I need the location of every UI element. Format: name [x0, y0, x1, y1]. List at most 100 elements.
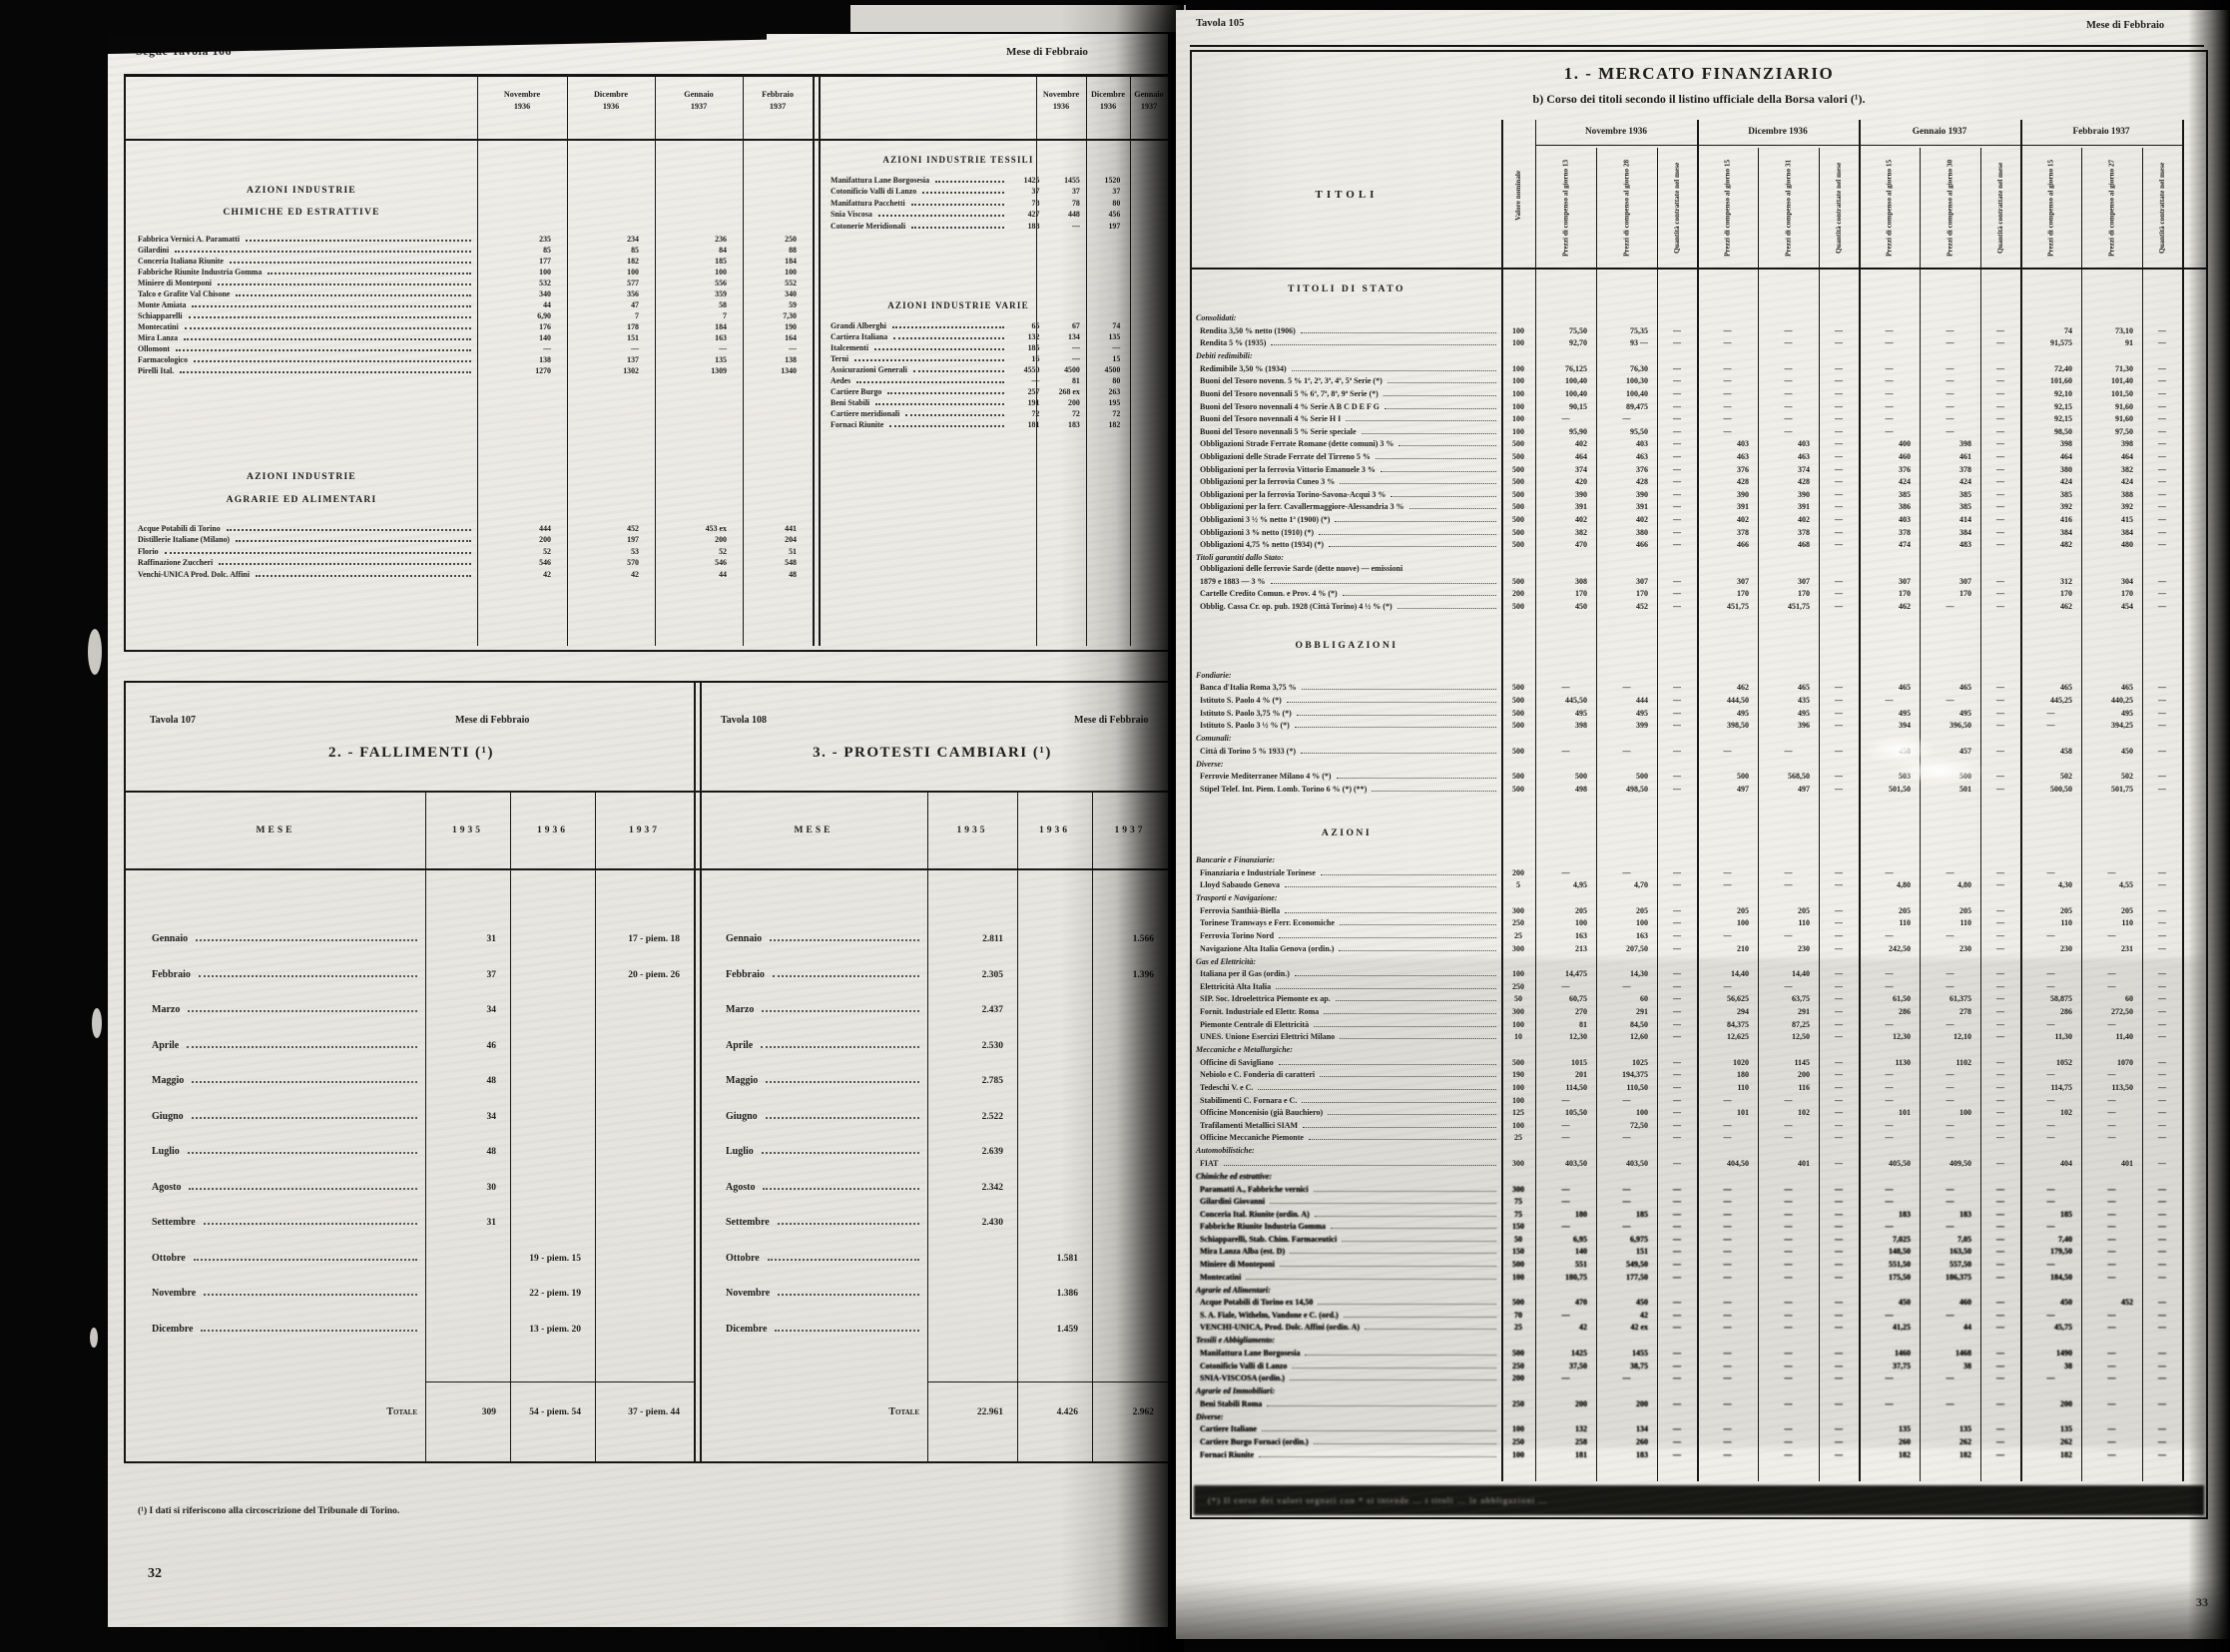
- cell-value: 151: [627, 333, 639, 342]
- cell-value: —: [2158, 1234, 2166, 1244]
- cell-value: —: [2046, 1222, 2055, 1232]
- row-label: Dicembre: [126, 1324, 425, 1335]
- cell-value: —: [2107, 1197, 2116, 1207]
- dot-leader: [175, 250, 471, 253]
- cell-value: 184: [715, 322, 727, 331]
- cell-value: 262: [1959, 1437, 1971, 1446]
- cell-value: 205: [1575, 905, 1587, 915]
- cell-value: 7,025: [1893, 1234, 1911, 1244]
- cell-value: 177,50: [1626, 1272, 1648, 1282]
- cell-value: 445,25: [2050, 696, 2072, 706]
- cell-value: —: [1835, 1158, 1843, 1168]
- cell-value: 340: [785, 289, 797, 298]
- row-label-text: Cartiere Burgo: [831, 387, 882, 397]
- cell-value: 185: [715, 257, 727, 266]
- cell-value: —: [1784, 426, 1793, 436]
- table-row: Ferrovie Mediterranee Milano 4 % (*) 500 5…: [1192, 769, 2206, 781]
- row-label-text: Ottobre: [152, 1252, 186, 1264]
- table-row: Venchi-UNICA Prod. Dolc. Affini 42 42 44 48: [126, 567, 813, 579]
- cell-value: —: [1946, 981, 1954, 991]
- cell-value: 114,50: [1565, 1082, 1587, 1092]
- cell-value: —: [2158, 576, 2166, 586]
- cell-value: —: [1835, 994, 1843, 1004]
- dot-leader: [767, 1258, 919, 1261]
- cell-value: 401: [2121, 1158, 2133, 1168]
- cell-value: 391: [1575, 502, 1587, 512]
- cell-value: 85: [543, 246, 551, 255]
- cell-value: 495: [1959, 708, 1971, 718]
- cell-value: —: [1784, 1234, 1793, 1244]
- row-label-text: Obbligazioni 3 ½ % netto 1ª (1900) (*): [1200, 514, 1331, 524]
- cell-value: —: [1561, 1222, 1570, 1232]
- cell-value: —: [2158, 464, 2166, 474]
- nominal-value: 250: [1512, 1361, 1524, 1371]
- cell-value: 1.581: [1056, 1253, 1078, 1264]
- cell-value: —: [2158, 696, 2166, 706]
- cell-value: 470: [1575, 1298, 1587, 1308]
- cell-value: 101,60: [2050, 376, 2072, 386]
- row-label: Buoni del Tesoro novennali 4 % Serie A B…: [1192, 402, 1501, 411]
- row-label: Istituto S. Paolo 3 ½ % (*): [1192, 721, 1501, 730]
- dot-leader: [180, 370, 471, 373]
- cell-value: —: [2107, 931, 2116, 940]
- cell-value: —: [1784, 1197, 1793, 1207]
- cell-value: —: [2046, 1184, 2055, 1194]
- row-label-text: Talco e Grafite Val Chisone: [138, 289, 231, 298]
- cell-value: —: [2046, 1019, 2055, 1029]
- cell-value: —: [1723, 1272, 1732, 1282]
- cell-value: 444: [1636, 696, 1648, 706]
- cell-value: —: [1673, 1234, 1681, 1244]
- cell-value: 12,50: [1792, 1032, 1810, 1042]
- nominal-value: 500: [1512, 601, 1524, 611]
- row-label-text: Ottobre: [726, 1252, 760, 1264]
- dot-leader: [193, 1258, 417, 1261]
- dot-leader: [765, 1116, 919, 1119]
- cell-value: —: [1723, 1222, 1732, 1232]
- cell-value: 61,50: [1893, 994, 1911, 1004]
- cell-value: —: [1885, 1095, 1894, 1105]
- cell-value: 48: [486, 1147, 497, 1157]
- cell-value: 190: [785, 322, 797, 331]
- cell-value: 392: [2060, 502, 2072, 512]
- cell-value: —: [1561, 1095, 1570, 1105]
- cell-value: —: [2158, 1133, 2166, 1143]
- cell-value: —: [2158, 514, 2166, 524]
- cell-value: —: [2158, 969, 2166, 979]
- dot-leader: [775, 1329, 919, 1332]
- cell-value: 58: [719, 300, 727, 309]
- table-row: Dicembre 13 - piem. 20: [126, 1321, 694, 1335]
- dot-leader: [1290, 1252, 1496, 1255]
- cell-value: —: [1784, 1120, 1793, 1130]
- cell-value: —: [1835, 1082, 1843, 1092]
- table-row: Cartiere Burgo 257 268 ex 263: [819, 385, 1168, 396]
- cell-value: 116: [1798, 1082, 1810, 1092]
- cell-value: 31: [486, 1218, 497, 1228]
- cell-value: —: [1723, 325, 1732, 335]
- nominal-value: 100: [1512, 338, 1524, 348]
- table-row: Maggio 2.785: [700, 1072, 1168, 1086]
- cell-value: 456: [1108, 210, 1121, 219]
- nominal-value: 25: [1514, 1323, 1522, 1333]
- cell-value: —: [1835, 969, 1843, 979]
- row-label: Ferrovia Santhià-Biella: [1192, 906, 1501, 915]
- cell-value: 376: [1737, 464, 1749, 474]
- cell-value: —: [1723, 1234, 1732, 1244]
- cell-value: —: [1996, 1247, 2004, 1257]
- cell-value: 1025: [1632, 1057, 1648, 1067]
- cell-value: 390: [1798, 489, 1810, 499]
- nominal-value: 100: [1512, 401, 1524, 411]
- cell-value: 444: [539, 523, 551, 533]
- table-row: Luglio 2.639: [700, 1143, 1168, 1157]
- row-label-text: Marzo: [726, 1004, 755, 1015]
- cell-value: —: [1723, 338, 1732, 348]
- row-label-text: Mira Lanza: [138, 333, 179, 342]
- cell-value: 37,75: [1893, 1361, 1911, 1371]
- row-label: Obbligazioni per la ferrovia Vittorio Em…: [1192, 465, 1501, 474]
- cell-value: 48: [486, 1076, 497, 1086]
- row-label: Rendita 5 % (1935): [1192, 338, 1501, 347]
- cell-value: —: [1996, 589, 2004, 599]
- cell-value: 100: [1636, 918, 1648, 928]
- dot-leader: [1291, 369, 1496, 371]
- cell-value: 403: [1798, 439, 1810, 449]
- cell-value: —: [1885, 1120, 1894, 1130]
